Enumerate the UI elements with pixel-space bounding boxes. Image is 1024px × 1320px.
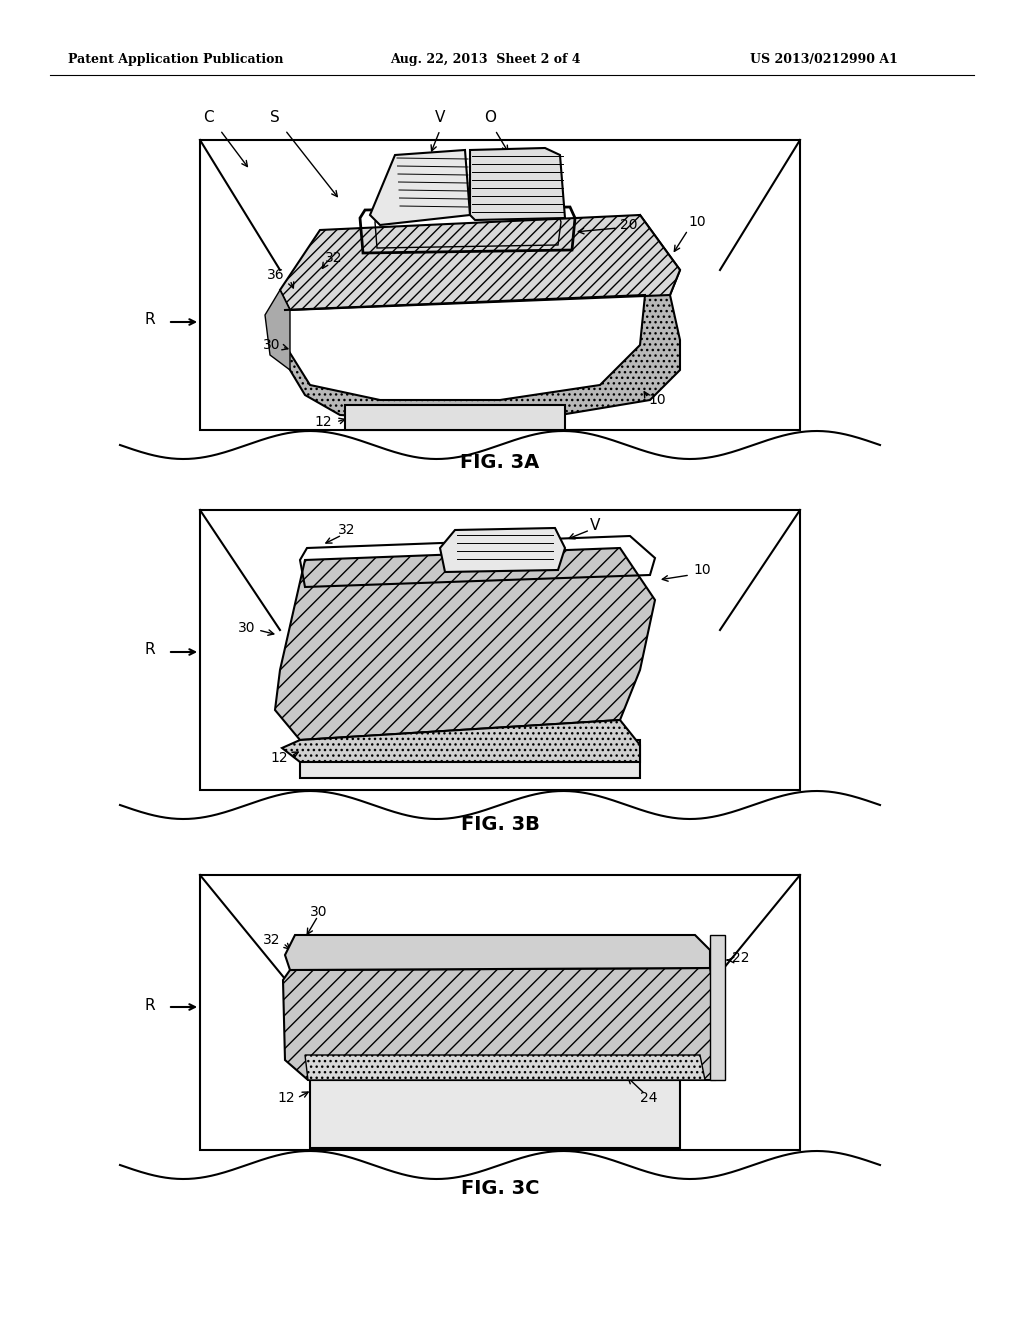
- Text: FIG. 3B: FIG. 3B: [461, 816, 540, 834]
- Bar: [200, 510, 800, 789]
- Text: V: V: [590, 517, 600, 532]
- Polygon shape: [280, 215, 680, 310]
- Text: 22: 22: [732, 950, 750, 965]
- Text: 12: 12: [270, 751, 288, 766]
- Bar: [710, 935, 725, 1080]
- Text: 30: 30: [310, 906, 328, 919]
- Text: 20: 20: [620, 218, 638, 232]
- Text: O: O: [484, 111, 496, 125]
- Text: 32: 32: [325, 251, 342, 265]
- Text: 12: 12: [278, 1092, 295, 1105]
- Text: 30: 30: [238, 620, 255, 635]
- Text: 10: 10: [688, 215, 706, 228]
- Text: S: S: [270, 111, 280, 125]
- Bar: [345, 405, 565, 430]
- Text: C: C: [203, 111, 213, 125]
- Polygon shape: [282, 719, 640, 762]
- Polygon shape: [275, 548, 655, 741]
- Text: R: R: [144, 313, 155, 327]
- Text: US 2013/0212990 A1: US 2013/0212990 A1: [750, 54, 898, 66]
- Bar: [200, 875, 800, 1150]
- Text: 10: 10: [648, 393, 666, 407]
- Bar: [200, 140, 800, 430]
- Polygon shape: [440, 528, 565, 572]
- Polygon shape: [470, 148, 565, 220]
- Polygon shape: [283, 968, 715, 1080]
- Bar: [300, 741, 640, 777]
- Text: R: R: [144, 643, 155, 657]
- Text: 30: 30: [262, 338, 280, 352]
- Text: FIG. 3A: FIG. 3A: [461, 453, 540, 471]
- Polygon shape: [285, 935, 710, 970]
- Text: 32: 32: [338, 523, 355, 537]
- Text: Aug. 22, 2013  Sheet 2 of 4: Aug. 22, 2013 Sheet 2 of 4: [390, 54, 581, 66]
- Bar: [310, 1080, 680, 1148]
- Text: R: R: [144, 998, 155, 1012]
- Text: 12: 12: [314, 414, 332, 429]
- Polygon shape: [370, 150, 470, 224]
- Polygon shape: [270, 215, 680, 420]
- Text: FIG. 3C: FIG. 3C: [461, 1179, 540, 1197]
- Polygon shape: [265, 290, 290, 370]
- Text: 24: 24: [640, 1092, 657, 1105]
- Text: 36: 36: [267, 268, 285, 282]
- Polygon shape: [305, 1055, 705, 1080]
- Text: 10: 10: [693, 564, 711, 577]
- Text: V: V: [435, 111, 445, 125]
- Text: Patent Application Publication: Patent Application Publication: [68, 54, 284, 66]
- Text: 32: 32: [262, 933, 280, 946]
